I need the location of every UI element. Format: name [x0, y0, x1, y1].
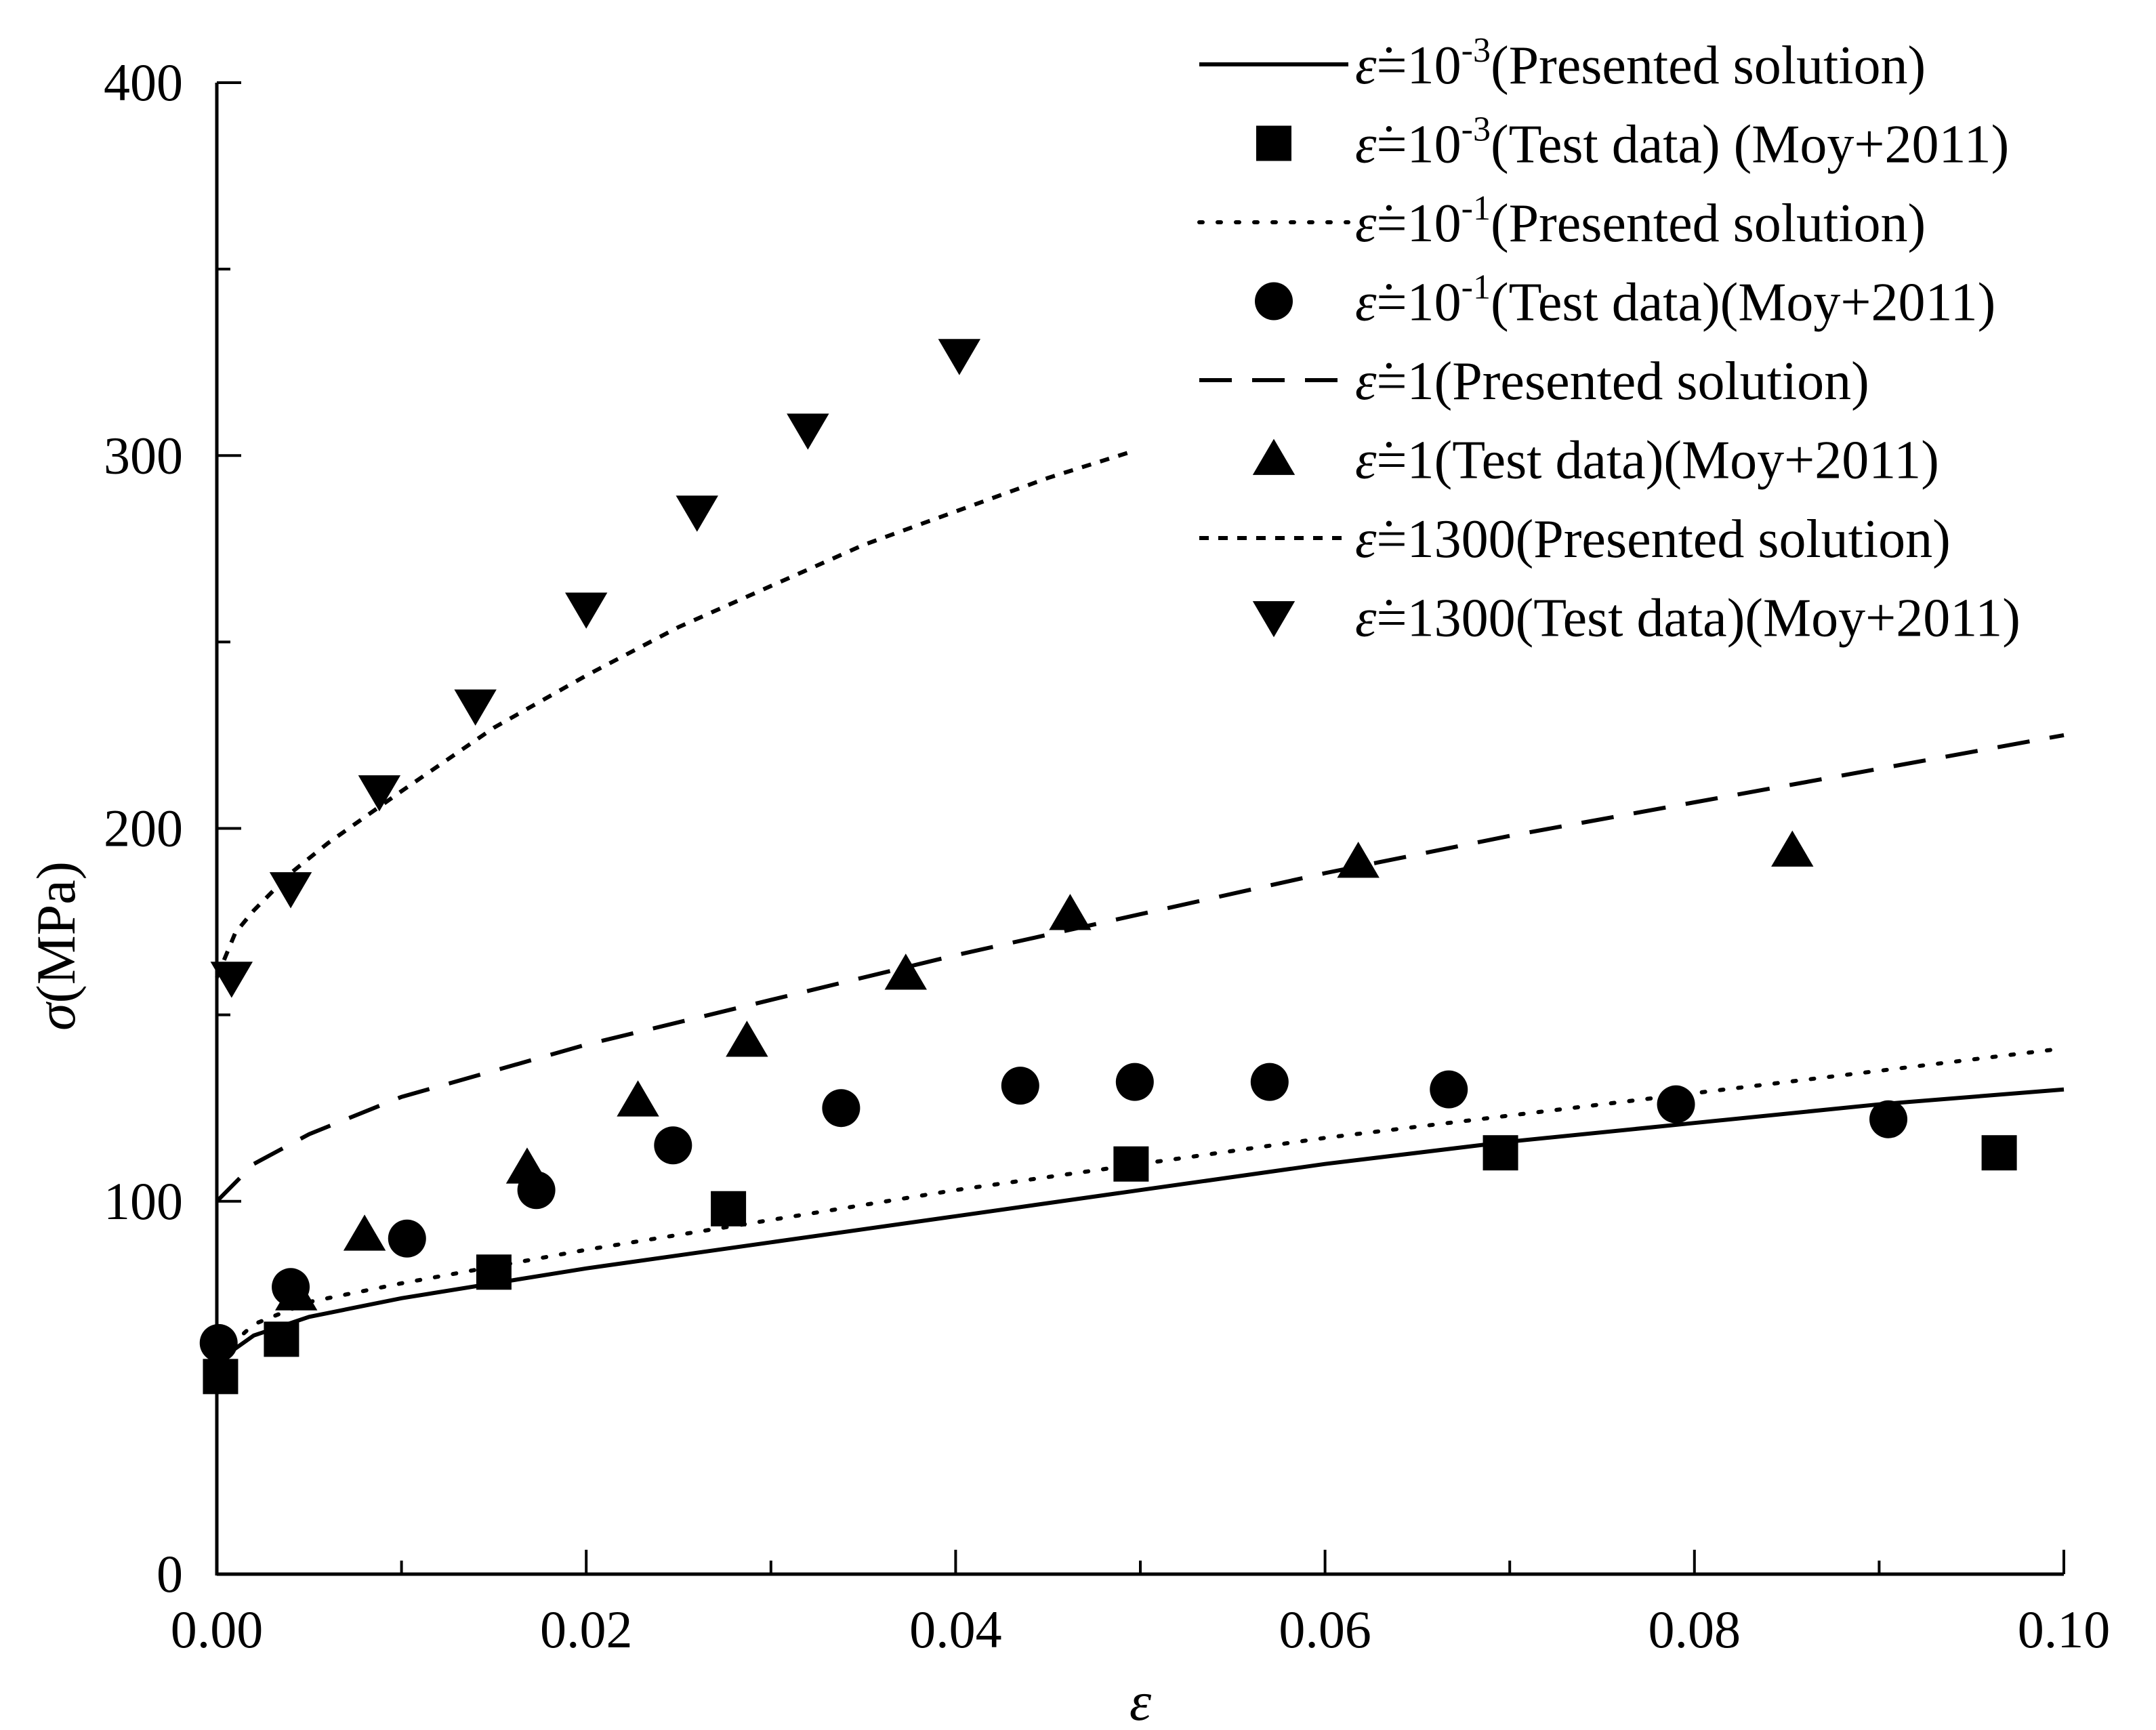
x-axis-label: ε [1129, 1670, 1152, 1730]
data-point-triangle-up [505, 1147, 549, 1184]
series-0 [215, 1087, 2065, 1363]
series-4 [215, 733, 2065, 1203]
x-tick-label: 0.06 [1279, 1600, 1371, 1659]
data-point-circle [654, 1126, 692, 1165]
series-3 [199, 1063, 1908, 1362]
data-point-triangle-down [210, 962, 253, 998]
data-point-triangle-up [1771, 830, 1814, 867]
data-point-circle [1657, 1085, 1695, 1124]
legend-label: ε̇=1(Test data)(Moy+2011) [1355, 431, 1939, 491]
legend-label: ε̇=10-3(Test data) (Moy+2011) [1355, 110, 2009, 175]
data-point-circle [1115, 1063, 1154, 1101]
data-point-triangle-down [269, 872, 312, 909]
x-tick-label: 0.00 [171, 1600, 264, 1659]
data-point-triangle-down [454, 689, 497, 726]
series-line-solid [215, 1087, 2065, 1363]
data-point-circle [1001, 1067, 1039, 1105]
series-1 [203, 1135, 2017, 1395]
legend-label: ε̇=10-1(Test data)(Moy+2011) [1355, 268, 1995, 333]
legend-label: ε̇=1300(Test data)(Moy+2011) [1355, 589, 2020, 648]
data-point-square [1483, 1135, 1518, 1171]
data-point-circle [1869, 1100, 1908, 1138]
legend-marker-square [1256, 125, 1291, 161]
legend-label: ε̇=10-1(Presented solution) [1355, 189, 1926, 253]
legend-marker-circle [1255, 282, 1293, 321]
x-tick-label: 0.08 [1649, 1600, 1741, 1659]
legend: ε̇=10-3(Presented solution) ε̇=10-3(Test … [1197, 31, 2020, 648]
data-point-circle [388, 1219, 426, 1258]
series-line-dashed [215, 733, 2065, 1203]
data-point-circle [822, 1089, 861, 1128]
data-point-triangle-up [275, 1274, 318, 1311]
data-point-square [203, 1359, 239, 1395]
y-tick-label: 300 [104, 426, 183, 485]
legend-item-4: ε̇=1(Presented solution) [1199, 352, 1869, 411]
data-point-circle [1250, 1063, 1289, 1101]
data-point-triangle-up [1049, 894, 1092, 930]
x-tick-label: 0.04 [909, 1600, 1002, 1659]
data-point-triangle-down [787, 413, 829, 450]
legend-item-7: ε̇=1300(Test data)(Moy+2011) [1252, 589, 2020, 648]
data-point-square [1981, 1135, 2017, 1171]
x-tick-label: 0.02 [540, 1600, 633, 1659]
legend-item-5: ε̇=1(Test data)(Moy+2011) [1252, 431, 1939, 491]
data-point-triangle-up [617, 1080, 659, 1117]
data-point-triangle-up [343, 1214, 386, 1251]
legend-label: ε̇=10-3(Presented solution) [1355, 31, 1926, 96]
x-tick-label: 0.10 [2018, 1600, 2111, 1659]
data-point-triangle-down [938, 339, 981, 375]
series-7 [210, 339, 981, 998]
data-point-triangle-down [676, 495, 718, 532]
legend-label: ε̇=1300(Presented solution) [1355, 510, 1951, 569]
data-point-square [476, 1254, 512, 1290]
legend-item-3: ε̇=10-1(Test data)(Moy+2011) [1255, 268, 1995, 333]
y-tick-label: 200 [104, 799, 183, 858]
legend-item-1: ε̇=10-3(Test data) (Moy+2011) [1256, 110, 2009, 175]
y-axis-symbol: σ [25, 1001, 87, 1031]
legend-item-2: ε̇=10-1(Presented solution) [1197, 189, 1926, 253]
legend-marker-triangle-up [1252, 438, 1295, 475]
data-point-square [711, 1191, 747, 1227]
legend-item-0: ε̇=10-3(Presented solution) [1199, 31, 1926, 96]
y-axis-unit: (MPa) [25, 861, 87, 1004]
data-point-triangle-up [884, 953, 927, 990]
y-axis-label: σ(MPa) [25, 861, 87, 1031]
legend-marker-triangle-down [1252, 601, 1295, 638]
data-point-triangle-up [726, 1021, 768, 1057]
y-tick-label: 100 [104, 1172, 183, 1231]
series-5 [275, 830, 1814, 1311]
series-6 [215, 449, 1132, 979]
data-point-square [264, 1321, 299, 1357]
series-layer [199, 339, 2066, 1395]
legend-item-6: ε̇=1300(Presented solution) [1199, 510, 1951, 569]
data-point-circle [1430, 1070, 1468, 1109]
data-point-triangle-down [565, 592, 608, 629]
series-line-short-dashed [215, 449, 1132, 979]
data-point-triangle-down [358, 775, 401, 812]
y-tick-label: 0 [157, 1544, 183, 1603]
legend-label: ε̇=1(Presented solution) [1355, 352, 1869, 411]
axes: 0.00 0.02 0.04 0.06 0.08 0.10 0 100 200 300 400 [104, 53, 2110, 1659]
data-point-triangle-up [1337, 842, 1380, 878]
y-tick-label: 400 [104, 53, 183, 112]
data-point-circle [199, 1323, 238, 1362]
